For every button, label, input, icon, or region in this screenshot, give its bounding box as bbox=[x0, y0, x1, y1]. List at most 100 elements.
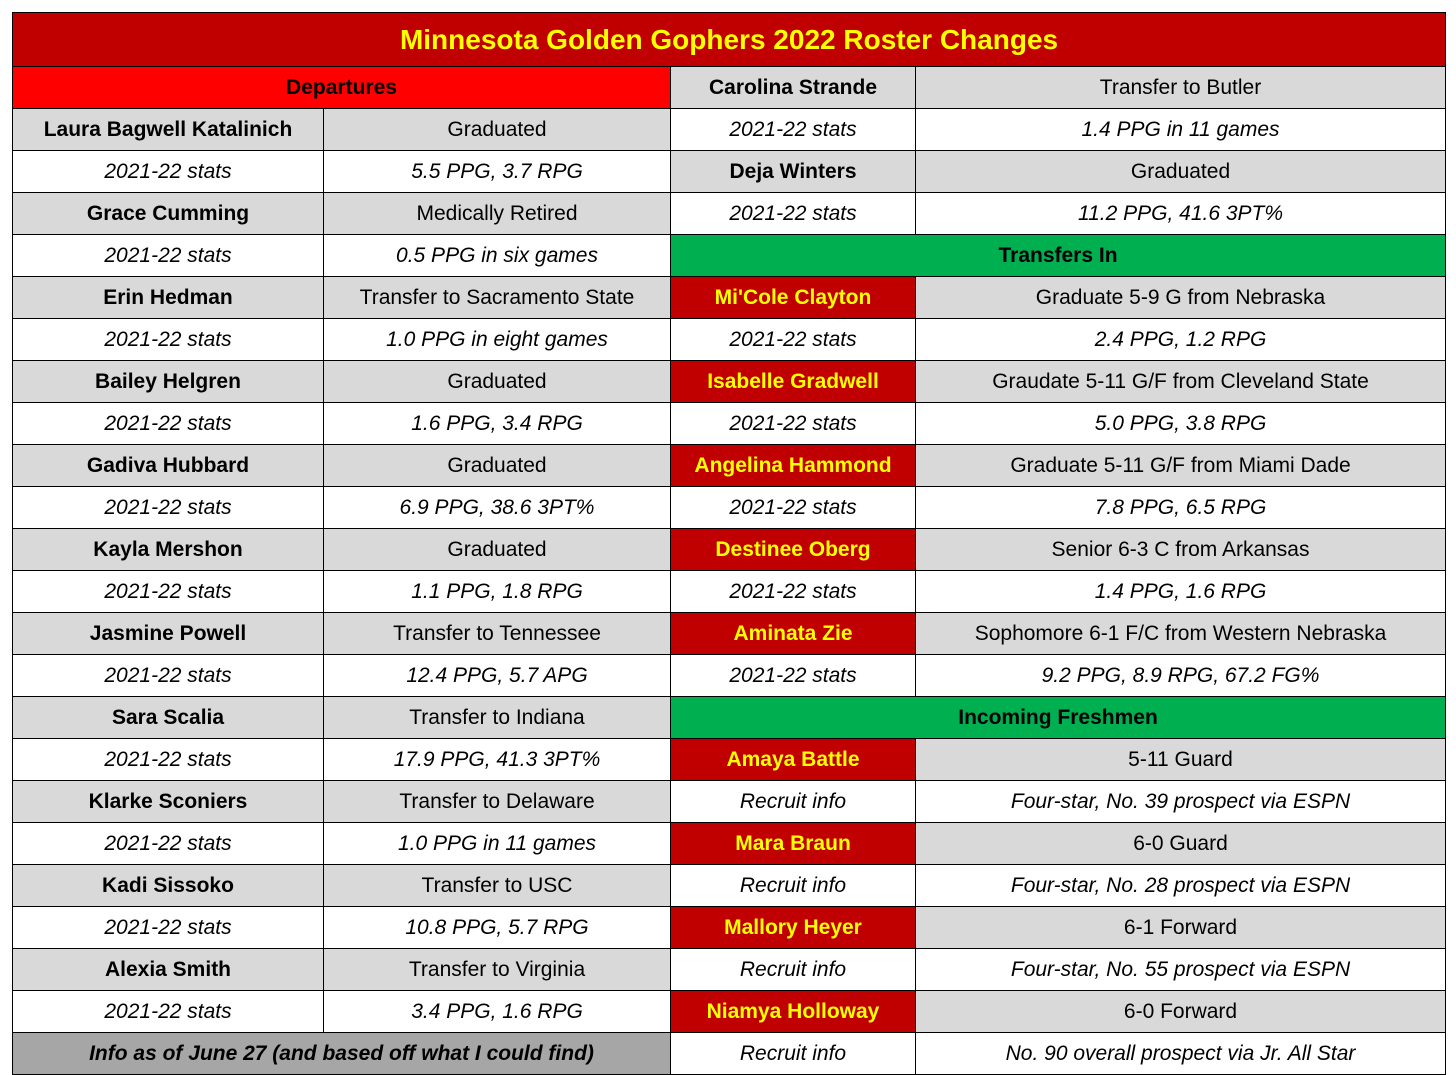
title-row: Minnesota Golden Gophers 2022 Roster Cha… bbox=[11, 12, 1447, 67]
player-status: Graduated bbox=[323, 444, 671, 487]
player-status: Transfer to Sacramento State bbox=[323, 276, 671, 319]
player-name: Mara Braun bbox=[670, 822, 916, 865]
table-row: Sara Scalia Transfer to Indiana Incoming… bbox=[12, 696, 1447, 739]
stats-value: 11.2 PPG, 41.6 3PT% bbox=[914, 192, 1447, 235]
stats-value: 2.4 PPG, 1.2 RPG bbox=[914, 318, 1447, 361]
table-row: 2021-22 stats 1.6 PPG, 3.4 RPG 2021-22 s… bbox=[12, 402, 1447, 445]
table-row: Erin Hedman Transfer to Sacramento State… bbox=[12, 276, 1447, 319]
player-status: Transfer to Butler bbox=[914, 66, 1447, 109]
table-row: Info as of June 27 (and based off what I… bbox=[12, 1032, 1447, 1075]
recruit-value: No. 90 overall prospect via Jr. All Star bbox=[914, 1032, 1447, 1075]
table-row: 2021-22 stats 1.1 PPG, 1.8 RPG 2021-22 s… bbox=[12, 570, 1447, 613]
stats-label: 2021-22 stats bbox=[12, 654, 324, 697]
stats-label: 2021-22 stats bbox=[670, 192, 916, 235]
departures-header: Departures bbox=[12, 66, 671, 109]
player-name: Kayla Mershon bbox=[12, 528, 324, 571]
player-status: Transfer to Indiana bbox=[323, 696, 671, 739]
player-info: Graudate 5-11 G/F from Cleveland State bbox=[914, 360, 1447, 403]
recruit-value: Four-star, No. 55 prospect via ESPN bbox=[914, 948, 1447, 991]
stats-value: 0.5 PPG in six games bbox=[323, 234, 671, 277]
stats-value: 3.4 PPG, 1.6 RPG bbox=[323, 990, 671, 1033]
transfers-in-header: Transfers In bbox=[669, 234, 1447, 277]
stats-value: 7.8 PPG, 6.5 RPG bbox=[914, 486, 1447, 529]
table-row: Jasmine Powell Transfer to Tennessee Ami… bbox=[12, 612, 1447, 655]
stats-label: 2021-22 stats bbox=[12, 486, 324, 529]
player-status: Graduated bbox=[323, 108, 671, 151]
player-status: Transfer to Virginia bbox=[323, 948, 671, 991]
table-row: Klarke Sconiers Transfer to Delaware Rec… bbox=[12, 780, 1447, 823]
stats-label: 2021-22 stats bbox=[670, 654, 916, 697]
player-name: Bailey Helgren bbox=[12, 360, 324, 403]
player-status: Medically Retired bbox=[323, 192, 671, 235]
player-name: Grace Cumming bbox=[12, 192, 324, 235]
stats-label: 2021-22 stats bbox=[670, 486, 916, 529]
stats-label: 2021-22 stats bbox=[12, 402, 324, 445]
player-info: Sophomore 6-1 F/C from Western Nebraska bbox=[914, 612, 1447, 655]
table-row: 2021-22 stats 5.5 PPG, 3.7 RPG Deja Wint… bbox=[12, 150, 1447, 193]
player-name: Niamya Holloway bbox=[670, 990, 916, 1033]
player-info: 6-1 Forward bbox=[914, 906, 1447, 949]
stats-value: 1.4 PPG, 1.6 RPG bbox=[914, 570, 1447, 613]
player-status: Graduated bbox=[323, 528, 671, 571]
stats-value: 9.2 PPG, 8.9 RPG, 67.2 FG% bbox=[914, 654, 1447, 697]
player-name: Mallory Heyer bbox=[670, 906, 916, 949]
roster-changes-table: Minnesota Golden Gophers 2022 Roster Cha… bbox=[11, 12, 1447, 1075]
player-info: Graduate 5-9 G from Nebraska bbox=[914, 276, 1447, 319]
stats-label: 2021-22 stats bbox=[12, 318, 324, 361]
table-row: Kadi Sissoko Transfer to USC Recruit inf… bbox=[12, 864, 1447, 907]
stats-label: 2021-22 stats bbox=[12, 990, 324, 1033]
player-name: Sara Scalia bbox=[12, 696, 324, 739]
stats-label: 2021-22 stats bbox=[670, 318, 916, 361]
table-title: Minnesota Golden Gophers 2022 Roster Cha… bbox=[11, 12, 1447, 67]
stats-value: 6.9 PPG, 38.6 3PT% bbox=[323, 486, 671, 529]
table-row: Bailey Helgren Graduated Isabelle Gradwe… bbox=[12, 360, 1447, 403]
player-name: Destinee Oberg bbox=[670, 528, 916, 571]
table-row: 2021-22 stats 6.9 PPG, 38.6 3PT% 2021-22… bbox=[12, 486, 1447, 529]
table-row: 2021-22 stats 17.9 PPG, 41.3 3PT% Amaya … bbox=[12, 738, 1447, 781]
player-info: Senior 6-3 C from Arkansas bbox=[914, 528, 1447, 571]
stats-value: 1.6 PPG, 3.4 RPG bbox=[323, 402, 671, 445]
player-name: Mi'Cole Clayton bbox=[670, 276, 916, 319]
player-name: Isabelle Gradwell bbox=[670, 360, 916, 403]
stats-value: 17.9 PPG, 41.3 3PT% bbox=[323, 738, 671, 781]
player-name: Aminata Zie bbox=[670, 612, 916, 655]
table-row: 2021-22 stats 12.4 PPG, 5.7 APG 2021-22 … bbox=[12, 654, 1447, 697]
stats-label: 2021-22 stats bbox=[12, 150, 324, 193]
player-name: Laura Bagwell Katalinich bbox=[12, 108, 324, 151]
table-row: 2021-22 stats 0.5 PPG in six games Trans… bbox=[12, 234, 1447, 277]
stats-label: 2021-22 stats bbox=[12, 738, 324, 781]
table-row: Grace Cumming Medically Retired 2021-22 … bbox=[12, 192, 1447, 235]
player-name: Jasmine Powell bbox=[12, 612, 324, 655]
stats-label: 2021-22 stats bbox=[12, 234, 324, 277]
player-info: 6-0 Forward bbox=[914, 990, 1447, 1033]
table-row: Alexia Smith Transfer to Virginia Recrui… bbox=[12, 948, 1447, 991]
player-status: Transfer to Delaware bbox=[323, 780, 671, 823]
stats-label: 2021-22 stats bbox=[670, 108, 916, 151]
stats-label: 2021-22 stats bbox=[670, 570, 916, 613]
player-name: Angelina Hammond bbox=[670, 444, 916, 487]
recruit-label: Recruit info bbox=[670, 864, 916, 907]
player-name: Carolina Strande bbox=[670, 66, 916, 109]
player-name: Klarke Sconiers bbox=[12, 780, 324, 823]
player-status: Graduated bbox=[914, 150, 1447, 193]
player-name: Kadi Sissoko bbox=[12, 864, 324, 907]
player-name: Amaya Battle bbox=[670, 738, 916, 781]
player-status: Transfer to USC bbox=[323, 864, 671, 907]
recruit-label: Recruit info bbox=[670, 1032, 916, 1075]
table-row: 2021-22 stats 10.8 PPG, 5.7 RPG Mallory … bbox=[12, 906, 1447, 949]
stats-value: 5.0 PPG, 3.8 RPG bbox=[914, 402, 1447, 445]
stats-value: 1.4 PPG in 11 games bbox=[914, 108, 1447, 151]
incoming-freshmen-header: Incoming Freshmen bbox=[669, 696, 1447, 739]
table-row: Kayla Mershon Graduated Destinee Oberg S… bbox=[12, 528, 1447, 571]
recruit-label: Recruit info bbox=[670, 948, 916, 991]
player-name: Deja Winters bbox=[670, 150, 916, 193]
recruit-value: Four-star, No. 28 prospect via ESPN bbox=[914, 864, 1447, 907]
stats-label: 2021-22 stats bbox=[12, 906, 324, 949]
player-name: Erin Hedman bbox=[12, 276, 324, 319]
stats-value: 12.4 PPG, 5.7 APG bbox=[323, 654, 671, 697]
stats-label: 2021-22 stats bbox=[12, 822, 324, 865]
player-name: Alexia Smith bbox=[12, 948, 324, 991]
stats-value: 10.8 PPG, 5.7 RPG bbox=[323, 906, 671, 949]
table-row: 2021-22 stats 3.4 PPG, 1.6 RPG Niamya Ho… bbox=[12, 990, 1447, 1033]
player-status: Graduated bbox=[323, 360, 671, 403]
